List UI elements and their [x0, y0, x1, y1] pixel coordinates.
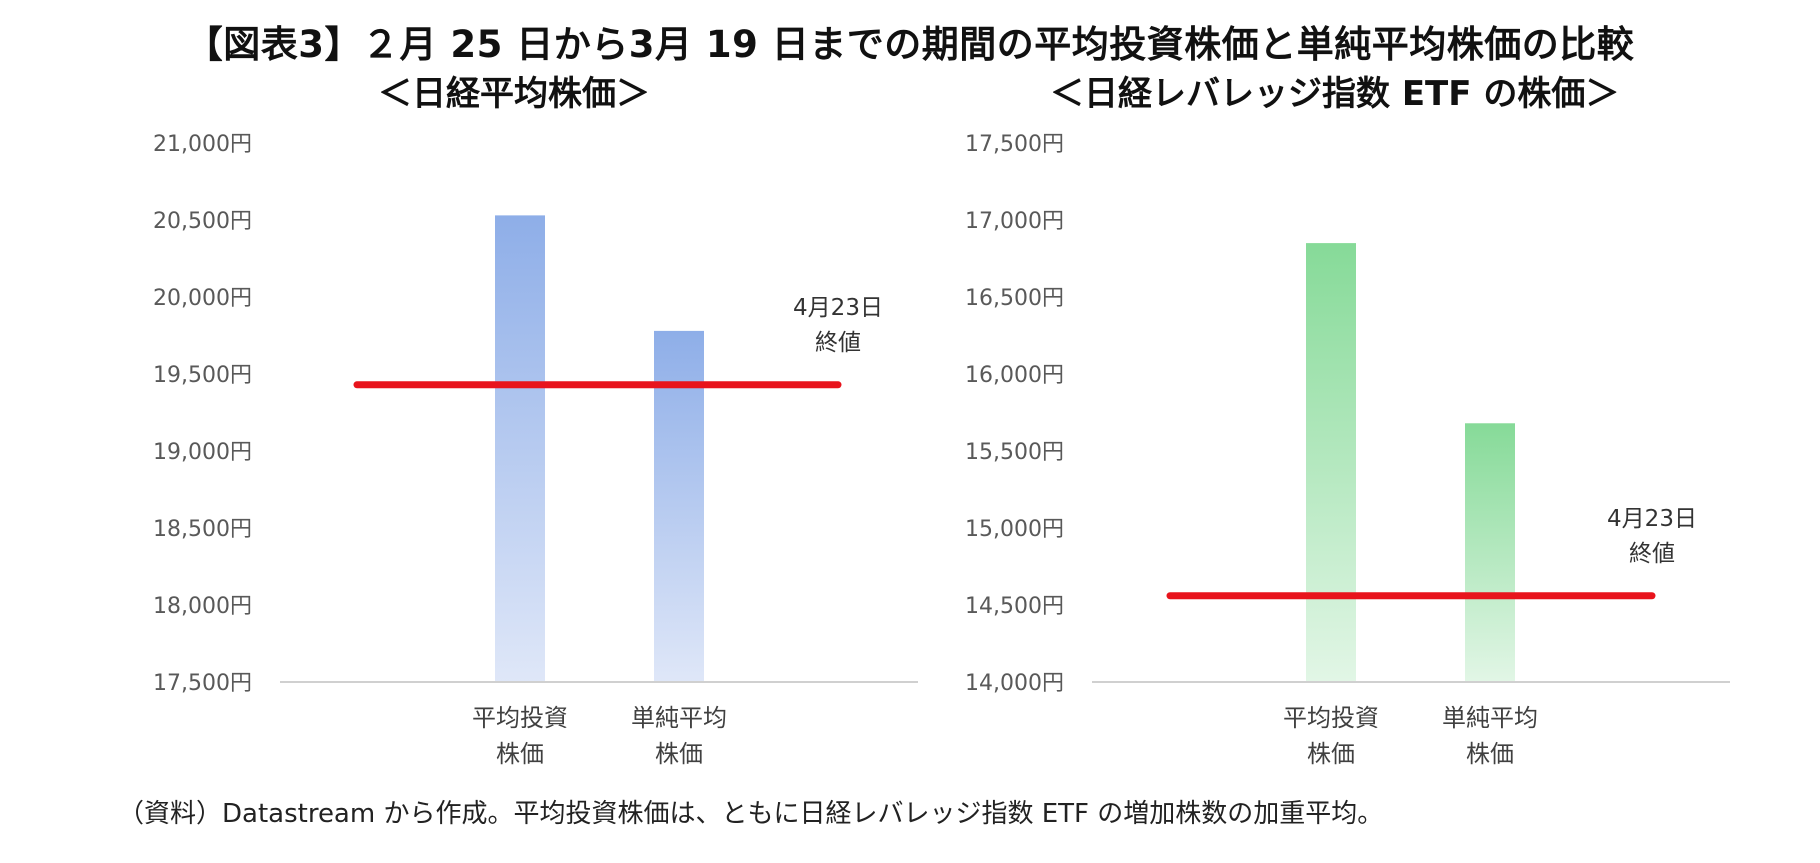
reference-line-annotation: 4月23日 [793, 295, 883, 321]
y-tick-label: 21,000円 [153, 132, 252, 157]
y-tick-label: 14,500円 [965, 594, 1064, 619]
reference-line-annotation: 終値 [1629, 541, 1675, 567]
reference-line-annotation: 4月23日 [1607, 506, 1697, 532]
reference-line-annotation: 終値 [815, 330, 861, 356]
y-tick-label: 14,000円 [965, 671, 1064, 696]
category-label: 株価 [655, 740, 703, 768]
y-tick-label: 16,500円 [965, 286, 1064, 311]
bar [495, 215, 545, 682]
figure-title: 【図表3】２月 25 日から3月 19 日までの期間の平均投資株価と単純平均株価… [185, 23, 1635, 66]
y-tick-label: 16,000円 [965, 363, 1064, 388]
y-tick-label: 18,000円 [153, 594, 252, 619]
category-label: 平均投資 [1283, 704, 1379, 732]
bar [654, 330, 704, 682]
y-tick-label: 20,500円 [153, 209, 252, 234]
category-label: 単純平均 [1442, 704, 1538, 732]
right-chart-title: ＜日経レバレッジ指数 ETF の株価＞ [1050, 74, 1620, 114]
nikkei-average-bar-chart: 17,500円 18,000円 18,500円 19,000円 19,500円 20,00… [153, 132, 918, 768]
y-tick-label: 18,500円 [153, 517, 252, 542]
y-tick-label: 17,500円 [153, 671, 252, 696]
y-tick-label: 17,000円 [965, 209, 1064, 234]
bar [1306, 243, 1356, 682]
leveraged-etf-bar-chart: 14,000円 14,500円 15,000円 15,500円 16,000円 16,50… [965, 132, 1730, 768]
bar [1465, 423, 1515, 682]
y-tick-label: 19,500円 [153, 363, 252, 388]
y-tick-label: 17,500円 [965, 132, 1064, 157]
y-tick-label: 15,500円 [965, 440, 1064, 465]
y-tick-label: 20,000円 [153, 286, 252, 311]
category-label: 株価 [1307, 740, 1355, 768]
y-tick-label: 15,000円 [965, 517, 1064, 542]
source-footnote: （資料）Datastream から作成。平均投資株価は、ともに日経レバレッジ指数… [118, 799, 1384, 829]
category-label: 株価 [1466, 740, 1514, 768]
y-tick-label: 19,000円 [153, 440, 252, 465]
category-label: 単純平均 [631, 704, 727, 732]
left-chart-title: ＜日経平均株価＞ [378, 74, 650, 114]
category-label: 平均投資 [472, 704, 568, 732]
category-label: 株価 [496, 740, 544, 768]
